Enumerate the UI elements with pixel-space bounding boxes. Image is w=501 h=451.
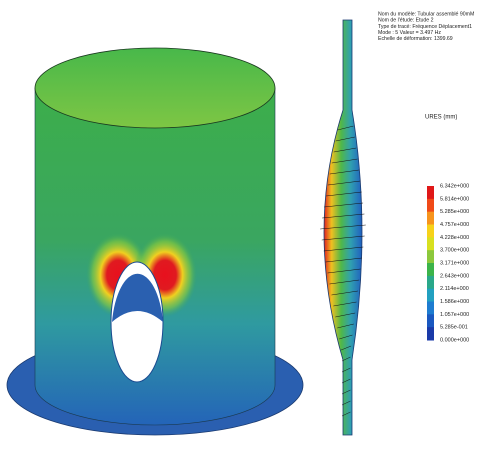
legend-label: 0.000e+000: [440, 337, 469, 343]
legend-label: 5.285e+000: [440, 209, 469, 215]
legend-swatch: [427, 250, 434, 263]
legend-title: URES (mm): [425, 115, 457, 121]
deformed-beam: [320, 20, 366, 435]
scene: Nom du modèle: Tubular assemblé 90mMNom …: [0, 0, 501, 451]
legend-swatch: [427, 289, 434, 302]
info-line: Type de tracé: Fréquence Déplacement1: [378, 24, 472, 30]
legend-label: 3.171e+000: [440, 260, 469, 266]
page: Nom du modèle: Tubular assemblé 90mMNom …: [0, 0, 501, 451]
legend-swatch: [427, 199, 434, 212]
info-line: Mode : 5 Valeur = 3.497 Hz: [378, 30, 441, 36]
info-line: Nom de l'étude: Etude 2: [378, 18, 434, 24]
info-line: Nom du modèle: Tubular assemblé 90mM: [378, 11, 474, 17]
model-info: Nom du modèle: Tubular assemblé 90mMNom …: [378, 11, 474, 42]
legend-label: 2.643e+000: [440, 273, 469, 279]
legend-label: 1.586e+000: [440, 299, 469, 305]
legend-label: 5.814e+000: [440, 196, 469, 202]
legend-swatch: [427, 186, 434, 199]
legend-label: 3.700e+000: [440, 248, 469, 254]
legend-swatch: [427, 225, 434, 238]
legend-label: 4.757e+000: [440, 222, 469, 228]
legend-label: 4.228e+000: [440, 235, 469, 241]
legend-swatch: [427, 263, 434, 276]
legend-label: 1.057e+000: [440, 312, 469, 318]
cylinder-model: [7, 48, 303, 435]
legend-swatch: [427, 302, 434, 315]
info-line: Echelle de déformation: 1399.69: [378, 36, 453, 42]
legend-swatch: [427, 237, 434, 250]
legend-swatch: [427, 327, 434, 340]
color-legend: 6.342e+000 5.814e+000 5.285e+000 4.757e+000…: [427, 183, 469, 343]
legend-swatch: [427, 212, 434, 225]
legend-swatch: [427, 276, 434, 289]
legend-label: 6.342e+000: [440, 183, 469, 189]
legend-label: 2.114e+000: [440, 286, 469, 292]
legend-label: 5.285e-001: [440, 325, 468, 331]
legend-swatch: [427, 314, 434, 327]
